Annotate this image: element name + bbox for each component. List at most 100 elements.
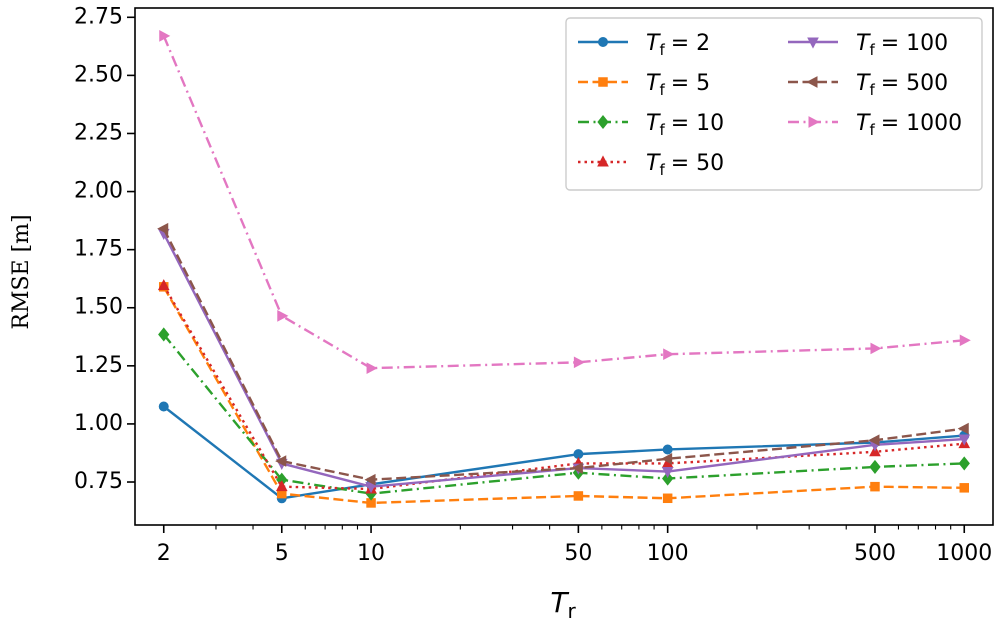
data-point-marker bbox=[159, 30, 171, 42]
legend-label-main: T bbox=[646, 31, 661, 56]
data-point-marker bbox=[597, 155, 609, 167]
series-7 bbox=[159, 30, 971, 374]
legend-item: Tf = 500 bbox=[788, 71, 948, 99]
data-point-marker bbox=[573, 491, 584, 501]
legend-label: Tf = 2 bbox=[646, 31, 710, 59]
y-tick-label: 2.00 bbox=[74, 179, 123, 204]
data-point-marker bbox=[662, 493, 673, 504]
y-axis-label: RMSE [m] bbox=[9, 214, 34, 329]
data-point-marker bbox=[157, 279, 170, 291]
legend-label-value: = 1000 bbox=[881, 111, 962, 136]
legend-label-sub: f bbox=[659, 41, 665, 59]
data-point-marker bbox=[157, 222, 169, 235]
legend-label: Tf = 10 bbox=[646, 111, 724, 139]
series-line bbox=[162, 232, 965, 488]
legend-label-sub: f bbox=[869, 81, 875, 99]
data-point-marker bbox=[573, 356, 585, 369]
data-point-marker bbox=[958, 456, 970, 471]
y-tick-label: 1.25 bbox=[74, 353, 123, 378]
legend-label-sub: f bbox=[869, 41, 875, 59]
legend-label-main: T bbox=[646, 111, 661, 136]
data-point-marker bbox=[806, 76, 818, 88]
data-point-marker bbox=[807, 37, 819, 49]
legend-label-value: = 500 bbox=[881, 71, 948, 96]
data-point-marker bbox=[959, 483, 970, 493]
legend-label-main: T bbox=[646, 71, 661, 96]
legend-label-sub: f bbox=[659, 121, 665, 139]
y-tick-label: 0.75 bbox=[74, 469, 123, 494]
plot-frame bbox=[134, 7, 994, 526]
series-3 bbox=[158, 327, 970, 501]
legend-label-main: T bbox=[856, 111, 871, 136]
x-axis-label: Tr bbox=[550, 586, 576, 623]
legend-label: Tf = 50 bbox=[646, 151, 724, 179]
data-point-marker bbox=[663, 348, 675, 361]
legend-label-value: = 100 bbox=[881, 31, 948, 56]
y-tick-label: 2.50 bbox=[74, 62, 123, 87]
data-point-marker bbox=[571, 462, 583, 474]
series-6 bbox=[157, 222, 969, 486]
data-point-marker bbox=[959, 334, 971, 347]
data-point-marker bbox=[868, 434, 880, 447]
x-tick-label: 1000 bbox=[936, 541, 992, 566]
x-axis: 2 5 10 50 100 500 1000 bbox=[157, 525, 992, 566]
x-tick-label: 100 bbox=[647, 541, 689, 566]
data-point-marker bbox=[598, 37, 608, 47]
data-point-marker bbox=[598, 77, 608, 87]
y-tick-label: 2.25 bbox=[74, 120, 123, 145]
legend-item: Tf = 50 bbox=[578, 151, 724, 179]
y-axis-label-text: RMSE [m] bbox=[9, 214, 34, 329]
legend-label-sub: f bbox=[869, 121, 875, 139]
y-tick-label: 1.50 bbox=[74, 295, 123, 320]
data-point-marker bbox=[869, 459, 881, 474]
data-point-marker bbox=[364, 473, 376, 486]
legend-label-main: T bbox=[646, 151, 661, 176]
x-tick-label: 500 bbox=[854, 541, 896, 566]
data-point-marker bbox=[957, 422, 969, 435]
series-layer bbox=[157, 30, 971, 508]
legend-item: Tf = 2 bbox=[578, 31, 710, 59]
data-point-marker bbox=[661, 452, 673, 465]
legend-label-value: = 2 bbox=[671, 31, 710, 56]
data-point-marker bbox=[662, 471, 674, 486]
y-tick-label: 2.75 bbox=[74, 4, 123, 29]
data-point-marker bbox=[661, 467, 674, 479]
data-point-marker bbox=[158, 401, 169, 412]
x-tick-label: 5 bbox=[275, 541, 289, 566]
legend: Tf = 2 Tf = 5 Tf = 10 Tf = 50 Tf = 100 Tf = 500 Tf = … bbox=[565, 17, 983, 191]
y-tick-label: 1.75 bbox=[74, 237, 123, 262]
legend-label-value: = 10 bbox=[671, 111, 724, 136]
legend-box bbox=[565, 17, 983, 191]
data-point-marker bbox=[158, 327, 170, 342]
data-point-marker bbox=[275, 455, 287, 467]
x-tick-label: 2 bbox=[157, 541, 171, 566]
legend-item: Tf = 100 bbox=[788, 31, 948, 59]
legend-label-main: T bbox=[856, 71, 871, 96]
x-tick-label: 50 bbox=[564, 541, 592, 566]
data-point-marker bbox=[277, 310, 289, 322]
x-axis-label-sub: r bbox=[567, 599, 576, 623]
legend-item: Tf = 1000 bbox=[788, 111, 962, 139]
data-point-marker bbox=[275, 480, 288, 492]
data-point-marker bbox=[958, 434, 971, 446]
legend-label-main: T bbox=[856, 31, 871, 56]
data-point-marker bbox=[662, 444, 673, 455]
data-point-marker bbox=[870, 481, 880, 492]
y-tick-label: 1.00 bbox=[74, 411, 123, 436]
legend-label-sub: f bbox=[659, 161, 665, 179]
data-point-marker bbox=[597, 114, 609, 130]
legend-label: Tf = 500 bbox=[856, 71, 948, 99]
legend-item: Tf = 5 bbox=[578, 71, 710, 99]
legend-label: Tf = 1000 bbox=[856, 111, 962, 139]
data-point-marker bbox=[366, 362, 378, 374]
data-point-marker bbox=[808, 116, 820, 128]
legend-label-value: = 5 bbox=[671, 71, 710, 96]
legend-label-sub: f bbox=[659, 81, 665, 99]
x-axis-label-main: T bbox=[550, 586, 569, 619]
data-point-marker bbox=[870, 342, 882, 355]
legend-item: Tf = 10 bbox=[578, 111, 724, 139]
legend-label-value: = 50 bbox=[671, 151, 724, 176]
series-line bbox=[162, 228, 965, 481]
x-tick-label: 10 bbox=[357, 541, 385, 566]
